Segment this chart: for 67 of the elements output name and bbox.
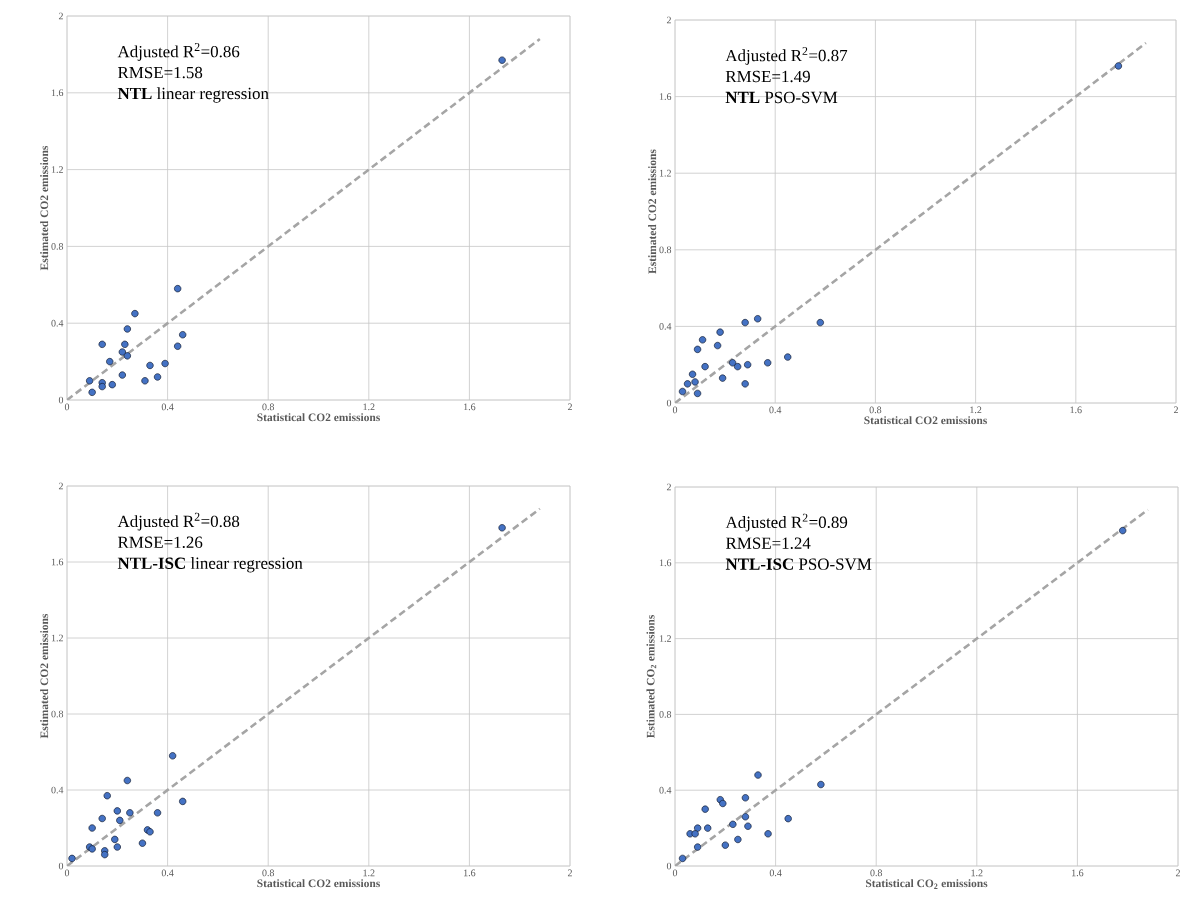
x-tick-label: 2	[1173, 406, 1178, 414]
y-axis-title: Estimated CO2 emissions	[40, 613, 49, 739]
x-tick-label: 0.4	[769, 406, 782, 414]
y-axis-title: Estimated CO$_{2}$ emissions	[646, 615, 657, 739]
y-tick-label: 1.2	[659, 169, 671, 177]
x-tick-label: 1.6	[1072, 869, 1084, 877]
annotation: Adjusted R$^{2}$=0.88	[117, 512, 240, 531]
y-axis-title: Estimated CO2 emissions	[40, 145, 49, 271]
y-tick-label: 1.2	[659, 635, 671, 642]
x-tick-label: 0	[64, 869, 70, 877]
x-tick-label: 1.2	[363, 403, 375, 411]
annotation: RMSE=1.26	[117, 536, 203, 549]
annotation: Adjusted R$^{2}$=0.87	[725, 47, 848, 65]
y-tick-label: 0.4	[659, 786, 672, 794]
x-tick-label: 2	[1175, 869, 1180, 877]
x-tick-label: 1.2	[363, 869, 375, 877]
y-axis-title: Estimated CO2 emissions	[648, 149, 657, 274]
x-tick-label: 1.6	[464, 403, 476, 411]
y-tick-label: 0.8	[659, 711, 672, 718]
y-tick-label: 0.4	[659, 323, 672, 330]
y-tick-label: 2	[58, 12, 63, 20]
annotation: Adjusted R$^{2}$=0.86	[117, 43, 240, 61]
y-tick-label: 1.6	[51, 89, 64, 97]
y-tick-label: 2	[666, 16, 671, 24]
x-tick-label: 0.4	[769, 869, 782, 877]
y-tick-label: 0	[666, 862, 672, 870]
y-tick-label: 0.4	[51, 319, 64, 327]
x-tick-label: 0.4	[161, 403, 174, 411]
x-axis-title: Statistical CO$_{2}$ emissions	[865, 879, 988, 889]
x-axis-title: Statistical CO2 emissions	[257, 879, 380, 888]
x-tick-label: 0	[64, 403, 70, 411]
y-tick-label: 0	[58, 396, 64, 404]
x-axis-title: Statistical CO2 emissions	[864, 416, 987, 425]
x-tick-label: 1.2	[971, 869, 983, 877]
x-tick-label: 0.8	[262, 869, 275, 877]
y-tick-label: 0.8	[51, 710, 64, 718]
x-tick-label: 1.6	[1070, 406, 1082, 414]
annotation: NTL linear regression	[117, 87, 269, 103]
x-tick-label: 0.8	[869, 406, 882, 414]
y-tick-label: 0.4	[51, 786, 64, 794]
annotation: NTL-ISC PSO-SVM	[725, 558, 872, 570]
x-tick-label: 0.4	[161, 869, 174, 877]
y-tick-label: 1.6	[659, 559, 672, 567]
y-tick-label: 0.8	[51, 243, 64, 250]
x-tick-label: 0	[672, 869, 678, 877]
x-tick-label: 2	[567, 869, 572, 877]
y-tick-label: 0	[58, 862, 64, 870]
annotation: NTL PSO-SVM	[725, 91, 838, 104]
y-tick-label: 2	[666, 483, 671, 491]
x-tick-label: 0.8	[870, 869, 883, 877]
x-axis-title: Statistical CO2 emissions	[257, 413, 380, 422]
y-tick-label: 1.6	[51, 558, 64, 566]
y-tick-label: 1.2	[51, 634, 63, 642]
x-tick-label: 0.8	[262, 403, 275, 411]
annotation: Adjusted R$^{2}$=0.89	[725, 513, 848, 532]
annotation: RMSE=1.49	[725, 70, 810, 83]
annotation: NTL-ISC linear regression	[117, 557, 303, 573]
x-tick-label: 1.2	[970, 406, 982, 414]
x-tick-label: 2	[567, 403, 572, 411]
y-tick-label: 1.2	[51, 166, 63, 173]
x-tick-label: 1.6	[464, 869, 476, 877]
annotation: RMSE=1.24	[726, 537, 811, 549]
y-tick-label: 0.8	[659, 246, 672, 254]
y-tick-label: 1.6	[659, 93, 672, 100]
x-tick-label: 0	[672, 406, 678, 414]
annotation: RMSE=1.58	[117, 66, 203, 79]
y-tick-label: 2	[58, 482, 63, 490]
